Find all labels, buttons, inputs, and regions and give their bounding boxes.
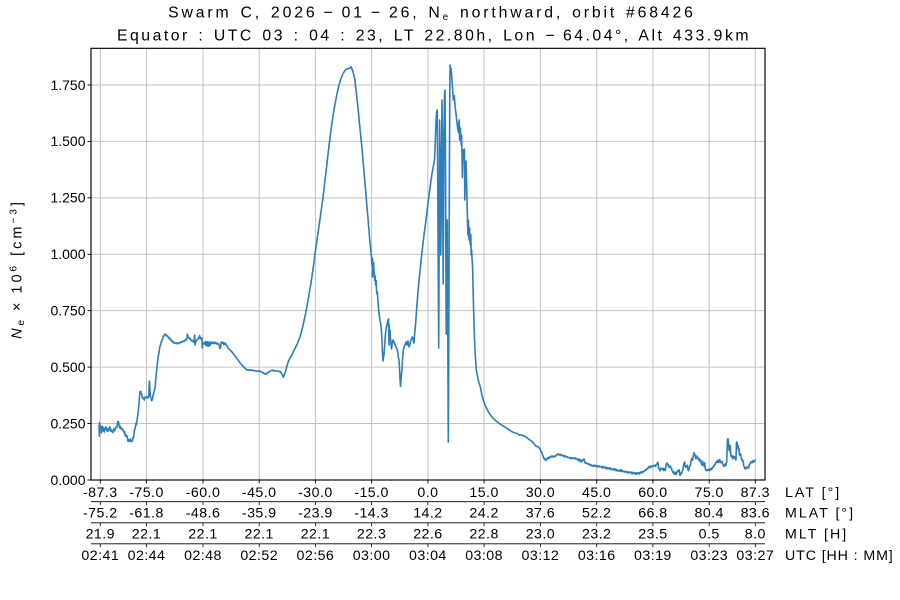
svg-text:0.750: 0.750 (50, 302, 85, 318)
svg-text:MLAT [°]: MLAT [°] (785, 506, 855, 522)
svg-text:52.2: 52.2 (582, 506, 611, 522)
svg-text:37.6: 37.6 (526, 506, 555, 522)
svg-text:-15.0: -15.0 (354, 485, 389, 501)
svg-text:60.0: 60.0 (638, 485, 667, 501)
svg-text:03:00: 03:00 (353, 548, 391, 564)
svg-text:87.3: 87.3 (741, 485, 770, 501)
svg-text:66.8: 66.8 (638, 506, 667, 522)
svg-text:23.5: 23.5 (638, 526, 667, 542)
svg-text:02:56: 02:56 (297, 548, 335, 564)
svg-text:24.2: 24.2 (469, 506, 498, 522)
svg-text:22.1: 22.1 (132, 526, 161, 542)
svg-text:-23.9: -23.9 (298, 506, 333, 522)
svg-text:22.6: 22.6 (413, 526, 442, 542)
svg-text:80.4: 80.4 (694, 506, 723, 522)
svg-text:14.2: 14.2 (413, 506, 442, 522)
svg-text:-61.8: -61.8 (129, 506, 164, 522)
svg-text:-45.0: -45.0 (242, 485, 277, 501)
svg-text:45.0: 45.0 (582, 485, 611, 501)
svg-text:02:52: 02:52 (240, 548, 278, 564)
svg-text:15.0: 15.0 (469, 485, 498, 501)
svg-text:02:41: 02:41 (81, 548, 119, 564)
svg-text:03:27: 03:27 (736, 548, 774, 564)
svg-text:Ne × 106 [cm−3]: Ne × 106 [cm−3] (9, 199, 28, 339)
svg-text:-60.0: -60.0 (186, 485, 221, 501)
svg-text:22.3: 22.3 (357, 526, 386, 542)
svg-text:MLT [H]: MLT [H] (785, 526, 848, 542)
svg-text:-87.3: -87.3 (83, 485, 118, 501)
svg-text:Equator : UTC 03 : 04 : 23,: Equator : UTC 03 : 04 : 23, LT 22.80h, L… (117, 27, 751, 44)
svg-text:8.0: 8.0 (745, 526, 766, 542)
svg-text:21.9: 21.9 (86, 526, 115, 542)
svg-text:02:44: 02:44 (128, 548, 166, 564)
svg-text:-14.3: -14.3 (354, 506, 389, 522)
svg-text:1.500: 1.500 (50, 133, 85, 149)
svg-text:22.1: 22.1 (188, 526, 217, 542)
svg-text:03:16: 03:16 (578, 548, 616, 564)
svg-text:0.250: 0.250 (50, 415, 85, 431)
svg-text:03:19: 03:19 (634, 548, 672, 564)
svg-text:03:04: 03:04 (409, 548, 447, 564)
svg-text:UTC [HH : MM]: UTC [HH : MM] (785, 548, 894, 564)
svg-text:03:08: 03:08 (465, 548, 503, 564)
svg-text:23.0: 23.0 (526, 526, 555, 542)
svg-text:LAT [°]: LAT [°] (785, 485, 841, 501)
svg-text:02:48: 02:48 (184, 548, 222, 564)
svg-text:0.5: 0.5 (699, 526, 720, 542)
svg-text:-48.6: -48.6 (186, 506, 221, 522)
svg-text:03:12: 03:12 (522, 548, 560, 564)
svg-text:22.1: 22.1 (301, 526, 330, 542)
svg-text:-75.2: -75.2 (83, 506, 118, 522)
svg-text:1.000: 1.000 (50, 246, 85, 262)
svg-text:30.0: 30.0 (526, 485, 555, 501)
svg-text:0.000: 0.000 (50, 472, 85, 488)
svg-text:-30.0: -30.0 (298, 485, 333, 501)
svg-text:22.1: 22.1 (244, 526, 273, 542)
svg-text:83.6: 83.6 (741, 506, 770, 522)
svg-text:1.750: 1.750 (50, 77, 85, 93)
svg-text:-35.9: -35.9 (242, 506, 277, 522)
svg-text:0.500: 0.500 (50, 359, 85, 375)
svg-text:Swarm C, 2026 − 01 − 26, Ne: Swarm C, 2026 − 01 − 26, Ne northward, o… (168, 5, 696, 24)
svg-text:23.2: 23.2 (582, 526, 611, 542)
svg-text:03:23: 03:23 (690, 548, 728, 564)
svg-text:75.0: 75.0 (694, 485, 723, 501)
svg-text:-75.0: -75.0 (129, 485, 164, 501)
svg-text:0.0: 0.0 (417, 485, 438, 501)
svg-text:1.250: 1.250 (50, 190, 85, 206)
svg-text:22.8: 22.8 (469, 526, 498, 542)
